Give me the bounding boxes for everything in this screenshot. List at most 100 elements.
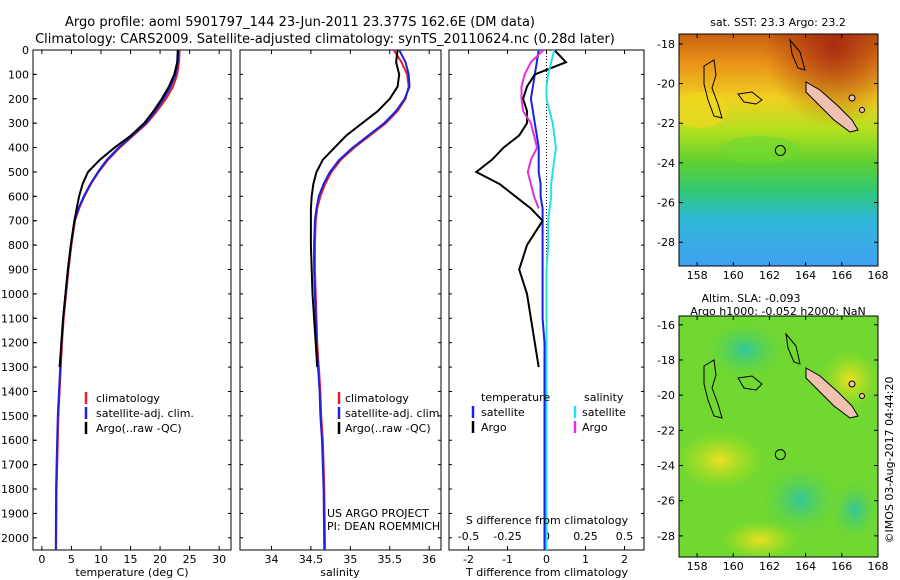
map-x-tick-label: 160 [723,269,744,282]
map-y-tick-label: -20 [657,389,675,402]
x-tick-label: 0 [38,553,45,566]
temperature-plot: 0 5 10 15 20 25 30 [33,49,231,566]
loyalty-islands-2 [859,107,865,113]
difference-xlabel-t: T difference from climatology [465,566,628,579]
temperature-series-line [58,49,179,368]
new-caledonia-land [805,81,859,133]
salinity-series-line [313,49,410,551]
difference-series-line [529,49,546,550]
legend-label-climatology: climatology [345,392,409,405]
map-x-tick-label: 168 [868,560,889,573]
sla-map-frame [678,315,879,558]
project-credit: US ARGO PROJECT [327,507,429,520]
temperature-xlabel: temperature (deg C) [75,566,188,579]
map-y-tick-label: -28 [657,236,675,249]
depth-tick-label: 600 [8,190,29,203]
difference-series-line [474,49,568,368]
map-x-tick-label: 164 [795,269,816,282]
loyalty-islands-2 [859,393,865,399]
map-y-tick-label: -22 [657,424,675,437]
x-tick-label: 30 [212,553,226,566]
temperature-legend: climatology satellite-adj. clim. Argo(..… [84,392,194,435]
map-x-tick-label: 158 [687,269,708,282]
depth-tick-label: 1200 [1,337,29,350]
legend-label-climatology: climatology [96,392,160,405]
x-tick-label: 1 [582,553,589,566]
sst-map-title: sat. SST: 23.3 Argo: 23.2 [710,16,846,29]
sla-map-title-line2: Argo h1000: -0.052 h2000: NaN [690,305,866,318]
depth-tick-label: 800 [8,239,29,252]
x-tick-label: 2 [621,553,628,566]
s-tick-label: 0.25 [573,530,598,543]
x-tick-label: 34 [265,553,279,566]
s-tick-label: -0.25 [493,530,521,543]
depth-tick-label: 2000 [1,532,29,545]
sla-map-axes: 158 160 162 164 166 168 -16 -18 -20 -22 -24 -26 -28 [657,316,889,573]
argo-location-marker [774,145,786,157]
depth-tick-label: 100 [8,68,29,81]
salinity-xlabel: salinity [320,566,360,579]
legend-label-satellite: satellite-adj. clim. [96,407,194,420]
coastline-vanuatu [785,332,801,365]
coastline-reefs [737,91,763,105]
x-tick-label: 15 [124,553,138,566]
map-y-tick-label: -20 [657,78,675,91]
map-x-tick-label: 166 [831,269,852,282]
legend-label-s-satellite: satellite [582,406,626,419]
depth-tick-label: 1600 [1,434,29,447]
map-x-tick-label: 162 [759,560,780,573]
map-x-tick-label: 164 [795,560,816,573]
coastline-reefs [737,375,763,391]
sst-yellow-patch [679,92,728,128]
sla-warm-patch-3 [720,520,800,557]
legend-label-argo: Argo(..raw -QC) [345,422,431,435]
depth-tick-label: 300 [8,117,29,130]
map-x-tick-label: 166 [831,560,852,573]
difference-xlabel-s: S difference from climatology [466,514,629,527]
sla-cool-patch-3 [830,480,878,540]
sst-green-patch [720,136,800,164]
legend-label-satellite: satellite-adj. clim. [345,407,443,420]
salinity-plot-frame [239,49,442,551]
salinity-series-line [313,49,411,551]
map-x-tick-label: 162 [759,269,780,282]
salinity-plot: 34 34.5 35 35.5 36 [240,49,441,566]
x-tick-label: 10 [94,553,108,566]
sla-map-title-line1: Altim. SLA: -0.093 [701,292,800,305]
loyalty-islands [848,94,856,102]
map-y-tick-label: -22 [657,117,675,130]
legend-heading-salinity: salinity [584,391,624,404]
salinity-legend: climatology satellite-adj. clim. Argo(..… [337,392,443,435]
x-tick-label: 25 [183,553,197,566]
sla-warm-patch [679,430,765,490]
depth-tick-label: 0 [22,44,29,57]
loyalty-islands [848,380,856,388]
legend-heading-temperature: temperature [481,391,550,404]
map-y-tick-label: -16 [657,319,675,332]
depth-tick-label: 700 [8,215,29,228]
difference-legend: temperature satellite Argo salinity sate… [471,391,626,434]
legend-label-argo: Argo(..raw -QC) [96,422,182,435]
argo-location-marker [774,449,786,461]
depth-tick-label: 500 [8,166,29,179]
legend-label-s-argo: Argo [582,421,608,434]
figure-title-line2: Climatology: CARS2009. Satellite-adjuste… [35,32,615,47]
depth-tick-label: 400 [8,142,29,155]
x-tick-label: 5 [68,553,75,566]
depth-tick-label: 1500 [1,410,29,423]
map-y-tick-label: -18 [657,38,675,51]
x-tick-label: -2 [463,553,474,566]
map-y-tick-label: -26 [657,495,675,508]
sla-cool-patch-2 [760,465,840,535]
depth-tick-label: 1900 [1,507,29,520]
legend-label-t-satellite: satellite [481,406,525,419]
pi-credit: PI: DEAN ROEMMICH [327,520,440,533]
depth-tick-label: 1100 [1,312,29,325]
difference-series-line [520,49,545,209]
x-tick-label: 0 [543,553,550,566]
sst-map-frame [678,33,879,267]
salinity-series-line [309,49,401,368]
legend-label-t-argo: Argo [481,421,507,434]
